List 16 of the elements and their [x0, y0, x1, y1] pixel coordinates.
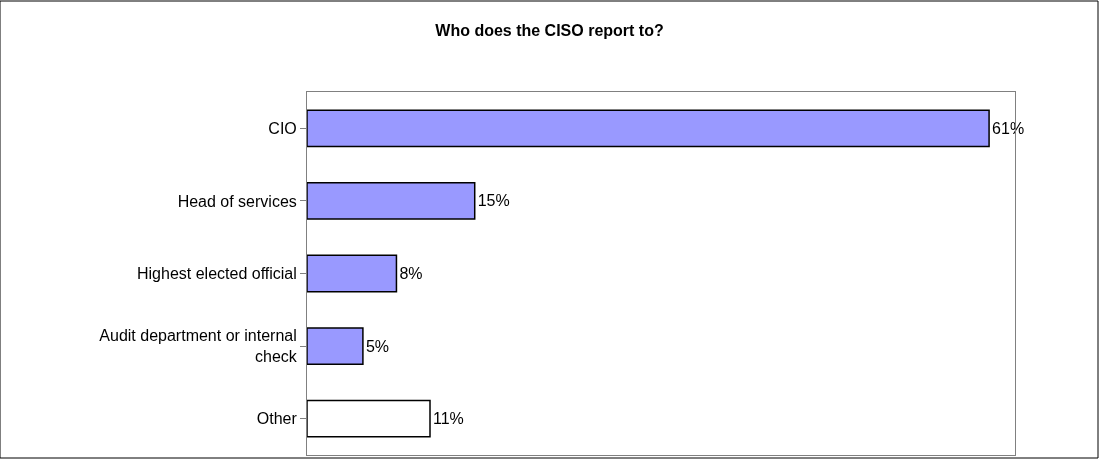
bar: [307, 254, 398, 293]
y-tick-label: CIO: [268, 119, 297, 137]
data-label: 8%: [399, 265, 423, 282]
bar: [307, 327, 364, 365]
y-tick-label: Head of services: [177, 192, 297, 210]
bar: [307, 399, 431, 438]
data-label: 61%: [992, 119, 1025, 137]
bar: [307, 109, 990, 148]
chart-title: Who does the CISO report to?: [435, 21, 664, 39]
y-tick-label: Highest elected official: [137, 265, 297, 283]
data-label: 11%: [433, 410, 464, 428]
y-tick-label: Audit department or internal check: [99, 327, 298, 366]
data-label: 5%: [365, 337, 390, 355]
y-tick-label: Other: [256, 410, 298, 428]
bar: [307, 182, 476, 220]
data-label: 15%: [477, 192, 510, 210]
